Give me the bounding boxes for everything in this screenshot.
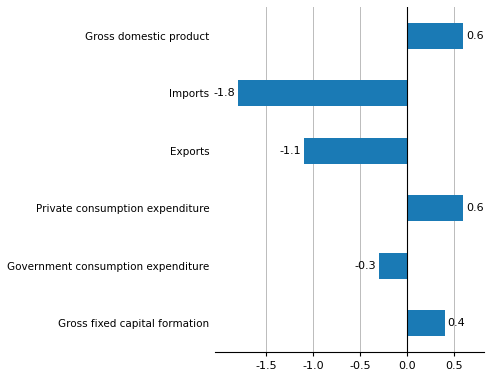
- Text: 0.6: 0.6: [466, 31, 484, 40]
- Bar: [407, 310, 445, 336]
- Text: 0.4: 0.4: [447, 318, 465, 328]
- Text: 0.6: 0.6: [466, 203, 484, 213]
- Text: -1.1: -1.1: [279, 146, 301, 156]
- Bar: [238, 80, 407, 106]
- Bar: [304, 138, 407, 164]
- Bar: [407, 23, 464, 48]
- Bar: [379, 253, 407, 279]
- Bar: [407, 195, 464, 221]
- Text: -0.3: -0.3: [355, 261, 376, 271]
- Text: -1.8: -1.8: [214, 88, 235, 98]
